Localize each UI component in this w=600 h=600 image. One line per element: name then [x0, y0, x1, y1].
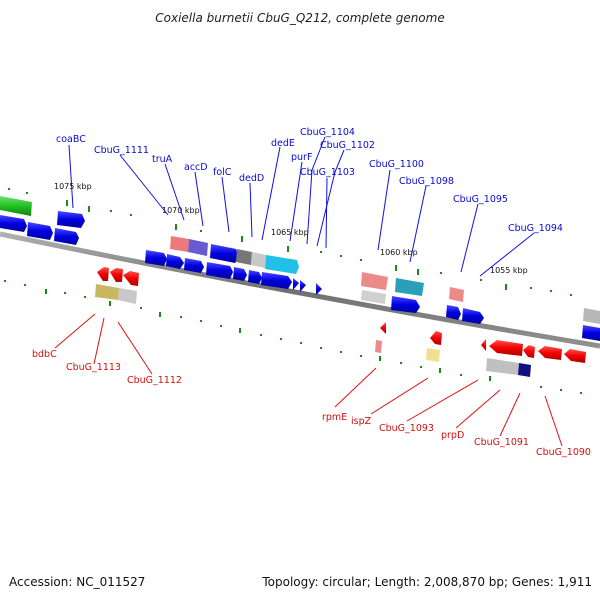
- feature-blue-16: [462, 308, 484, 324]
- feature-ispZ: [375, 340, 382, 353]
- outer-guide-track: [8, 188, 572, 296]
- gene-label-purF: purF: [291, 152, 312, 163]
- feature-red-3: [523, 345, 535, 358]
- feature-green: [0, 196, 32, 216]
- forward-strand-features: [0, 196, 600, 341]
- gene-label-truA: truA: [152, 154, 173, 165]
- feature-grey-1098: [361, 290, 386, 304]
- feature-blue-3: [54, 228, 79, 245]
- feature-CbuG_1094: [583, 308, 600, 324]
- feature-blue-5: [166, 254, 184, 269]
- feature-dedE: [251, 252, 266, 268]
- gene-label-CbuG_1095: CbuG_1095: [453, 194, 508, 205]
- gene-label-CbuG_1104: CbuG_1104: [300, 127, 355, 138]
- inner-guide-track: [4, 280, 582, 394]
- feature-blue-13: [316, 283, 322, 295]
- gene-label-folC: folC: [213, 167, 232, 178]
- gene-label-CbuG_1091: CbuG_1091: [474, 437, 529, 448]
- gene-label-CbuG_1102: CbuG_1102: [320, 140, 375, 151]
- gene-label-ispZ: ispZ: [351, 416, 372, 427]
- feature-blue-8: [233, 267, 247, 281]
- gene-label-bdbC: bdbC: [32, 349, 57, 360]
- feature-blue-10: [261, 272, 292, 289]
- gene-label-dedE: dedE: [271, 138, 295, 149]
- scale-label-1060: 1060 kbp: [380, 248, 418, 257]
- gene-label-CbuG_1100: CbuG_1100: [369, 159, 424, 170]
- feature-red-2: [123, 271, 139, 286]
- gene-label-rpmE: rpmE: [322, 412, 347, 423]
- feature-CbuG_1090: [538, 346, 562, 360]
- feature-blue-17: [582, 325, 600, 341]
- scale-label-1055: 1055 kbp: [490, 266, 528, 275]
- genome-backbone: [0, 231, 600, 349]
- gene-label-CbuG_1103: CbuG_1103: [300, 167, 355, 178]
- feature-coaBC: [57, 211, 85, 228]
- reverse-strand-features: [95, 267, 586, 377]
- feature-CbuG_1112: [118, 288, 137, 304]
- feature-accD: [188, 239, 208, 256]
- gene-label-CbuG_1090: CbuG_1090: [536, 447, 591, 458]
- feature-blue-11: [293, 278, 299, 290]
- forward-callout-lines: [68, 136, 535, 277]
- feature-blue-6: [184, 258, 204, 273]
- feature-yellow: [426, 348, 440, 362]
- feature-prpD: [481, 339, 486, 351]
- feature-CbuG_1113: [95, 284, 119, 300]
- feature-blue-2: [27, 222, 53, 240]
- feature-navy: [518, 363, 531, 377]
- reverse-callout-lines: [54, 313, 563, 447]
- feature-blue-14: [391, 296, 420, 313]
- gene-label-CbuG_1113: CbuG_1113: [66, 362, 121, 373]
- map-title: Coxiella burnetii CbuG_Q212, complete ge…: [155, 11, 444, 25]
- gene-label-CbuG_1093: CbuG_1093: [379, 423, 434, 434]
- gene-label-dedD: dedD: [239, 173, 264, 184]
- inner-scale-ticks: [45, 289, 491, 381]
- feature-dedD: [236, 249, 252, 265]
- feature-CbuG_1091: [489, 340, 523, 356]
- gene-label-accD: accD: [184, 162, 208, 173]
- feature-truA: [170, 236, 189, 252]
- accession-text: Accession: NC_011527: [9, 575, 145, 589]
- feature-blue-15: [446, 305, 461, 320]
- feature-CbuG_1100: [361, 272, 388, 290]
- feature-bdbC: [97, 267, 109, 281]
- feature-CbuG_1095: [449, 287, 464, 302]
- feature-red-4: [564, 349, 586, 363]
- feature-CbuG_1098: [395, 278, 424, 296]
- gene-label-CbuG_1112: CbuG_1112: [127, 375, 182, 386]
- feature-red-1: [110, 268, 123, 282]
- gene-label-prpD: prpD: [441, 430, 464, 441]
- feature-grey-1091: [486, 358, 519, 375]
- feature-blue-7: [206, 262, 233, 279]
- genome-summary-text: Topology: circular; Length: 2,008,870 bp…: [261, 575, 592, 589]
- scale-label-1065: 1065 kbp: [271, 228, 309, 237]
- gene-label-coaBC: coaBC: [56, 134, 86, 145]
- feature-blue-1: [0, 215, 27, 232]
- scale-ticks: [66, 200, 507, 290]
- feature-blue-4: [145, 250, 167, 266]
- gene-label-CbuG_1094: CbuG_1094: [508, 223, 563, 234]
- scale-label-1075: 1075 kbp: [54, 182, 92, 191]
- feature-CbuG_1093: [430, 331, 442, 345]
- feature-blue-9: [248, 270, 262, 284]
- feature-CbuG_1104: [265, 255, 299, 274]
- gene-label-CbuG_1111: CbuG_1111: [94, 145, 149, 156]
- feature-blue-12: [300, 280, 306, 292]
- feature-rpmE: [380, 322, 386, 334]
- feature-folC: [210, 244, 239, 263]
- gene-label-CbuG_1098: CbuG_1098: [399, 176, 454, 187]
